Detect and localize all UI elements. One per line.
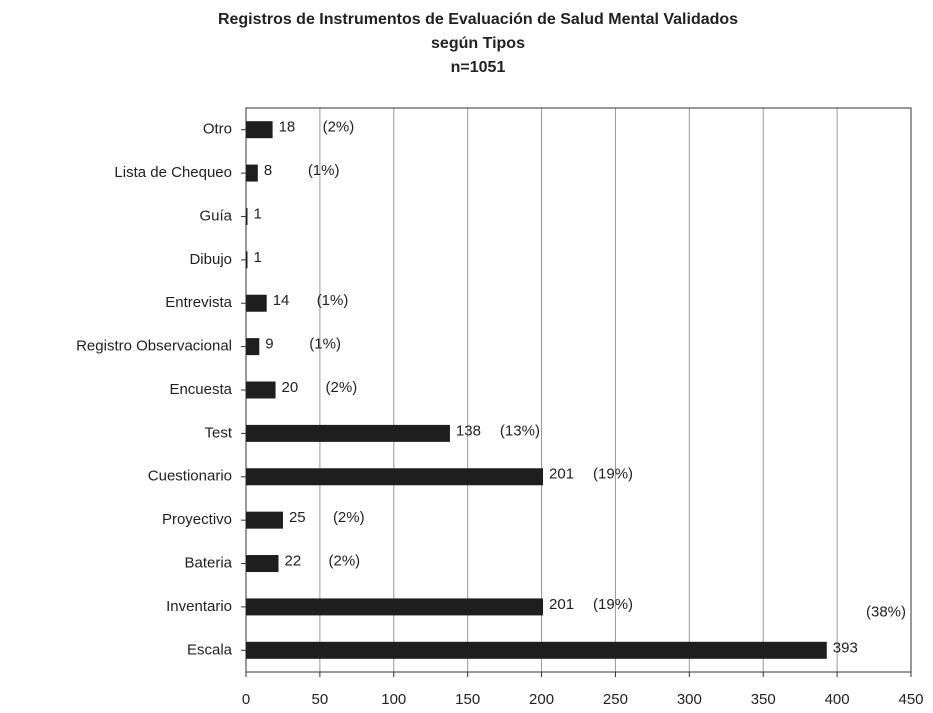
bar [246,338,260,356]
share-label: (2%) [326,379,358,396]
value-label: 393 [833,639,858,656]
bar [246,511,283,529]
bar [246,294,267,312]
value-label: 1 [253,249,261,266]
y-tick-label: Test [204,424,232,441]
share-label: (1%) [308,162,340,179]
x-tick-label: 400 [825,691,850,708]
value-label: 22 [285,553,302,570]
y-tick-label: Entrevista [165,294,232,311]
share-label: (38%) [866,603,906,620]
value-label: 138 [456,422,481,439]
bar [246,207,248,225]
share-label: (1%) [317,292,349,309]
x-tick-label: 150 [455,691,480,708]
bar [246,555,279,573]
x-tick-label: 50 [312,691,329,708]
y-tick-label: Dibujo [189,251,232,268]
bar [246,251,248,269]
share-label: (2%) [323,119,355,136]
bar [246,121,273,139]
bar [246,598,544,616]
value-label: 201 [549,466,574,483]
y-tick-label: Registro Observacional [76,338,232,355]
x-tick-label: 450 [898,691,923,708]
value-label: 9 [265,336,273,353]
value-label: 25 [289,509,306,526]
x-tick-label: 300 [677,691,702,708]
y-tick-label: Encuesta [169,381,232,398]
share-label: (13%) [500,422,540,439]
bar [246,424,450,442]
x-tick-label: 250 [603,691,628,708]
share-label: (19%) [593,466,633,483]
bar [246,641,827,659]
value-label: 14 [273,292,290,309]
share-label: (19%) [593,596,633,613]
x-tick-label: 0 [242,691,250,708]
value-label: 18 [279,119,296,136]
x-tick-label: 350 [751,691,776,708]
x-tick-label: 200 [529,691,554,708]
chart-title: Registros de Instrumentos de Evaluación … [218,11,738,28]
y-tick-label: Inventario [166,598,232,615]
y-tick-label: Guía [199,207,232,224]
chart-subtitle: según Tipos [431,35,525,52]
chart-note: n=1051 [451,59,506,76]
share-label: (2%) [329,553,361,570]
share-label: (2%) [333,509,365,526]
x-tick-label: 100 [381,691,406,708]
bar [246,381,276,399]
y-tick-label: Escala [187,641,233,658]
value-label: 1 [253,205,261,222]
share-label: (1%) [309,336,341,353]
y-tick-label: Bateria [184,555,232,572]
y-tick-label: Lista de Chequeo [114,164,232,181]
y-tick-label: Cuestionario [148,468,232,485]
value-label: 20 [282,379,299,396]
y-tick-label: Otro [203,121,232,138]
bar [246,164,258,182]
bar [246,468,544,486]
y-tick-label: Proyectivo [162,511,232,528]
value-label: 8 [264,162,272,179]
value-label: 201 [549,596,574,613]
